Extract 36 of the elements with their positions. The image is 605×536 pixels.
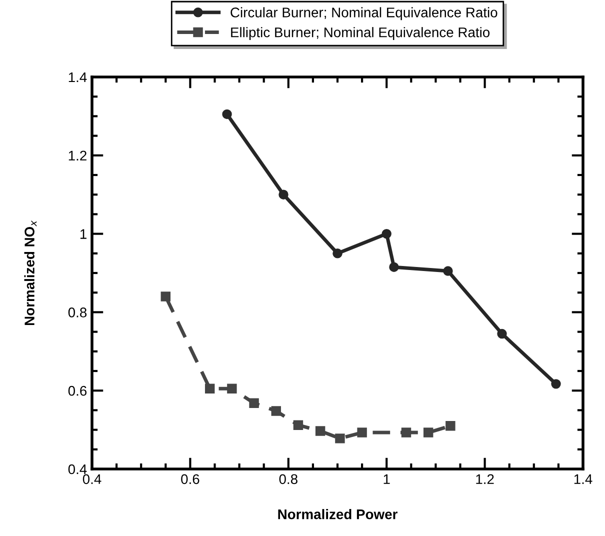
point <box>249 398 259 408</box>
point <box>222 109 232 120</box>
y-tick-label: 1.2 <box>68 150 86 160</box>
point <box>271 406 281 416</box>
point <box>227 384 237 394</box>
x-tick-label: 1 <box>384 474 390 484</box>
y-tick-label: 0.8 <box>68 308 87 318</box>
x-tick-label: 0.8 <box>279 474 298 484</box>
point <box>551 379 561 389</box>
x-tick-label: 1.4 <box>574 474 592 484</box>
point <box>335 434 345 444</box>
point <box>443 266 453 276</box>
legend-label: Circular Burner; Nominal Equivalence Ratio <box>230 7 498 20</box>
y-tick-label: 0.4 <box>68 464 87 474</box>
y-tick-label: 1.4 <box>68 72 87 82</box>
point <box>293 420 304 430</box>
y-axis-title: Normalized NO$_{x}$ <box>24 220 37 325</box>
x-tick-label: 0.4 <box>82 474 102 484</box>
point <box>357 428 367 438</box>
point <box>401 428 412 438</box>
point <box>204 384 215 394</box>
point <box>382 228 392 239</box>
x-tick-label: 0.6 <box>181 474 200 484</box>
point <box>278 190 288 200</box>
point <box>160 292 171 302</box>
point <box>332 248 342 258</box>
y-tick-label: 0.6 <box>68 386 87 396</box>
x-tick-label: 1.2 <box>476 474 494 484</box>
point <box>423 428 434 438</box>
point <box>497 328 507 339</box>
legend-label: Elliptic Burner; Nominal Equivalence Ratio <box>231 27 490 40</box>
x-axis-title: Normalized Power <box>278 509 398 520</box>
point <box>315 426 326 436</box>
y-tick-label: 1 <box>80 229 86 239</box>
point <box>389 262 399 272</box>
point <box>446 421 456 431</box>
